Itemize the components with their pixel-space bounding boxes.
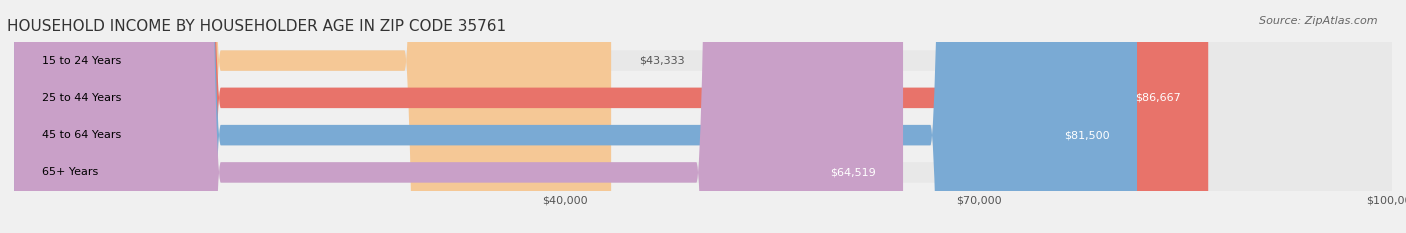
Text: 25 to 44 Years: 25 to 44 Years bbox=[42, 93, 121, 103]
FancyBboxPatch shape bbox=[14, 0, 612, 233]
Text: $43,333: $43,333 bbox=[638, 56, 685, 65]
Text: 45 to 64 Years: 45 to 64 Years bbox=[42, 130, 121, 140]
FancyBboxPatch shape bbox=[14, 0, 1392, 233]
FancyBboxPatch shape bbox=[14, 0, 1392, 233]
Text: $81,500: $81,500 bbox=[1064, 130, 1109, 140]
FancyBboxPatch shape bbox=[14, 0, 1392, 233]
Text: $86,667: $86,667 bbox=[1135, 93, 1181, 103]
FancyBboxPatch shape bbox=[14, 0, 903, 233]
Text: 15 to 24 Years: 15 to 24 Years bbox=[42, 56, 121, 65]
FancyBboxPatch shape bbox=[14, 0, 1392, 233]
FancyBboxPatch shape bbox=[14, 0, 1137, 233]
Text: $64,519: $64,519 bbox=[830, 168, 876, 177]
Text: Source: ZipAtlas.com: Source: ZipAtlas.com bbox=[1260, 16, 1378, 26]
Text: 65+ Years: 65+ Years bbox=[42, 168, 98, 177]
FancyBboxPatch shape bbox=[14, 0, 1208, 233]
Text: HOUSEHOLD INCOME BY HOUSEHOLDER AGE IN ZIP CODE 35761: HOUSEHOLD INCOME BY HOUSEHOLDER AGE IN Z… bbox=[7, 19, 506, 34]
